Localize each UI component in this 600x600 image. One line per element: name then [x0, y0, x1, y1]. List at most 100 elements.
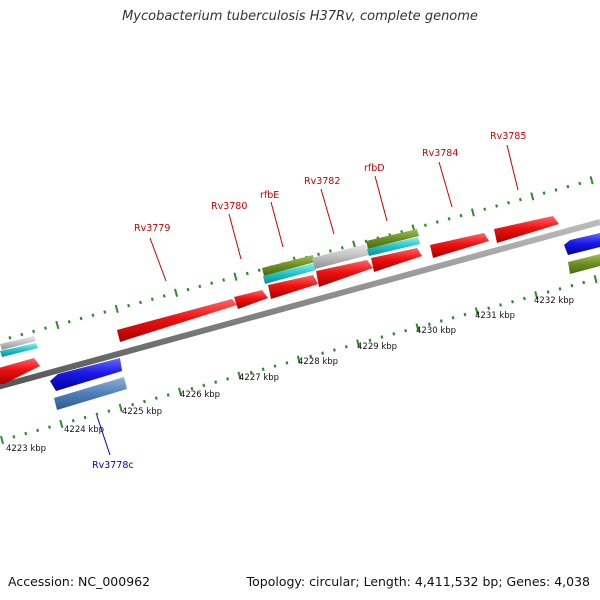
gene-label-rv3780[interactable]: Rv3780: [211, 201, 247, 212]
cds-rv3780[interactable]: [234, 290, 268, 309]
minor-tick: [518, 197, 522, 202]
minor-tick: [487, 306, 491, 310]
minor-tick: [226, 377, 230, 381]
scale-label: 4229 kbp: [357, 342, 397, 352]
cog-feature[interactable]: [367, 237, 420, 256]
minor-tick: [24, 431, 28, 436]
cds-rfbD[interactable]: [371, 248, 422, 272]
minor-tick: [328, 249, 332, 253]
minor-tick: [131, 402, 135, 407]
minor-tick: [447, 217, 451, 221]
minor-tick: [332, 348, 336, 352]
scale-labels: 4223 kbp 4224 kbp 4225 kbp 4226 kbp 4227…: [6, 296, 574, 454]
minor-tick: [507, 201, 510, 205]
genome-backbone: [0, 219, 600, 390]
major-tick: [118, 403, 123, 412]
inner-tick-ring: [0, 275, 598, 445]
minor-tick: [150, 297, 154, 301]
minor-tick: [463, 312, 467, 317]
major-tick: [534, 291, 539, 300]
cog-feature[interactable]: [0, 336, 36, 350]
minor-tick: [190, 386, 194, 391]
gene-label-rfbE[interactable]: rfbE: [260, 190, 279, 201]
minor-tick: [542, 191, 546, 195]
minor-tick: [202, 383, 206, 388]
minor-tick: [566, 184, 570, 189]
cds-rfbE[interactable]: [268, 275, 318, 299]
minor-tick: [558, 287, 562, 291]
major-tick: [593, 275, 598, 284]
minor-tick: [511, 300, 514, 304]
cds-rv3778c[interactable]: [50, 358, 122, 391]
cog-feature[interactable]: [54, 377, 127, 410]
cog-feature[interactable]: [263, 263, 316, 284]
pointer-rfbD: [374, 175, 388, 222]
minor-tick: [427, 322, 431, 326]
major-tick: [233, 272, 238, 281]
minor-tick: [71, 419, 75, 423]
cds-feature-reverse[interactable]: [564, 233, 600, 255]
cog-feature[interactable]: [0, 343, 38, 357]
minor-tick: [273, 364, 277, 368]
minor-tick: [44, 326, 47, 330]
minor-tick: [20, 332, 24, 337]
gene-label-rv3784[interactable]: Rv3784: [422, 148, 458, 159]
major-tick: [174, 288, 179, 297]
scale-label: 4228 kbp: [298, 357, 338, 367]
minor-tick: [48, 425, 51, 429]
scale-label: 4225 kbp: [122, 407, 162, 417]
minor-tick: [499, 303, 503, 307]
cog-feature[interactable]: [366, 229, 419, 249]
gene-label-rv3778c[interactable]: Rv3778c: [92, 460, 134, 471]
major-tick: [296, 355, 301, 364]
minor-tick: [451, 316, 455, 320]
minor-tick: [317, 252, 320, 256]
minor-tick: [321, 351, 324, 355]
minor-tick: [103, 310, 107, 314]
major-tick: [356, 339, 361, 348]
minor-tick: [162, 294, 166, 298]
scale-label: 4230 kbp: [416, 326, 456, 336]
gene-label-rfbD[interactable]: rfbD: [364, 163, 385, 174]
major-tick: [55, 320, 60, 330]
gene-labels: Rv3778c Rv3779 Rv3780 rfbE Rv3782 rfbD R…: [92, 131, 526, 471]
minor-tick: [380, 335, 384, 339]
scale-label: 4224 kbp: [64, 425, 104, 435]
minor-tick: [554, 188, 558, 192]
major-tick: [114, 304, 119, 313]
minor-tick: [459, 213, 463, 218]
minor-tick: [261, 367, 265, 371]
cog-feature[interactable]: [312, 244, 369, 269]
cds-rv3785[interactable]: [494, 216, 559, 243]
minor-tick: [79, 316, 83, 321]
major-tick: [59, 419, 64, 429]
pointer-rv3785: [506, 144, 519, 191]
minor-tick: [8, 336, 12, 340]
minor-tick: [249, 370, 253, 375]
minor-tick: [210, 281, 214, 285]
minor-tick: [340, 246, 344, 250]
cds-feature-forward[interactable]: [0, 358, 40, 384]
major-tick: [415, 323, 420, 332]
minor-tick: [107, 409, 111, 413]
cds-rv3784[interactable]: [430, 233, 489, 258]
gene-label-rv3785[interactable]: Rv3785: [490, 131, 526, 142]
minor-tick: [570, 283, 574, 288]
minor-tick: [245, 271, 249, 276]
gene-label-rv3779[interactable]: Rv3779: [134, 223, 170, 234]
cog-feature[interactable]: [262, 255, 315, 276]
cds-rv3779[interactable]: [117, 299, 237, 342]
minor-tick: [439, 319, 443, 323]
gene-label-rv3782[interactable]: Rv3782: [304, 176, 340, 187]
label-pointers: [96, 144, 519, 456]
pointer-rv3782: [320, 188, 335, 235]
minor-tick: [166, 393, 170, 397]
pointer-rv3778c: [96, 415, 111, 456]
cog-feature[interactable]: [568, 254, 600, 274]
cds-rv3782[interactable]: [316, 260, 373, 287]
major-tick: [0, 435, 4, 445]
minor-tick: [12, 435, 16, 439]
pointer-rv3779: [149, 237, 167, 282]
